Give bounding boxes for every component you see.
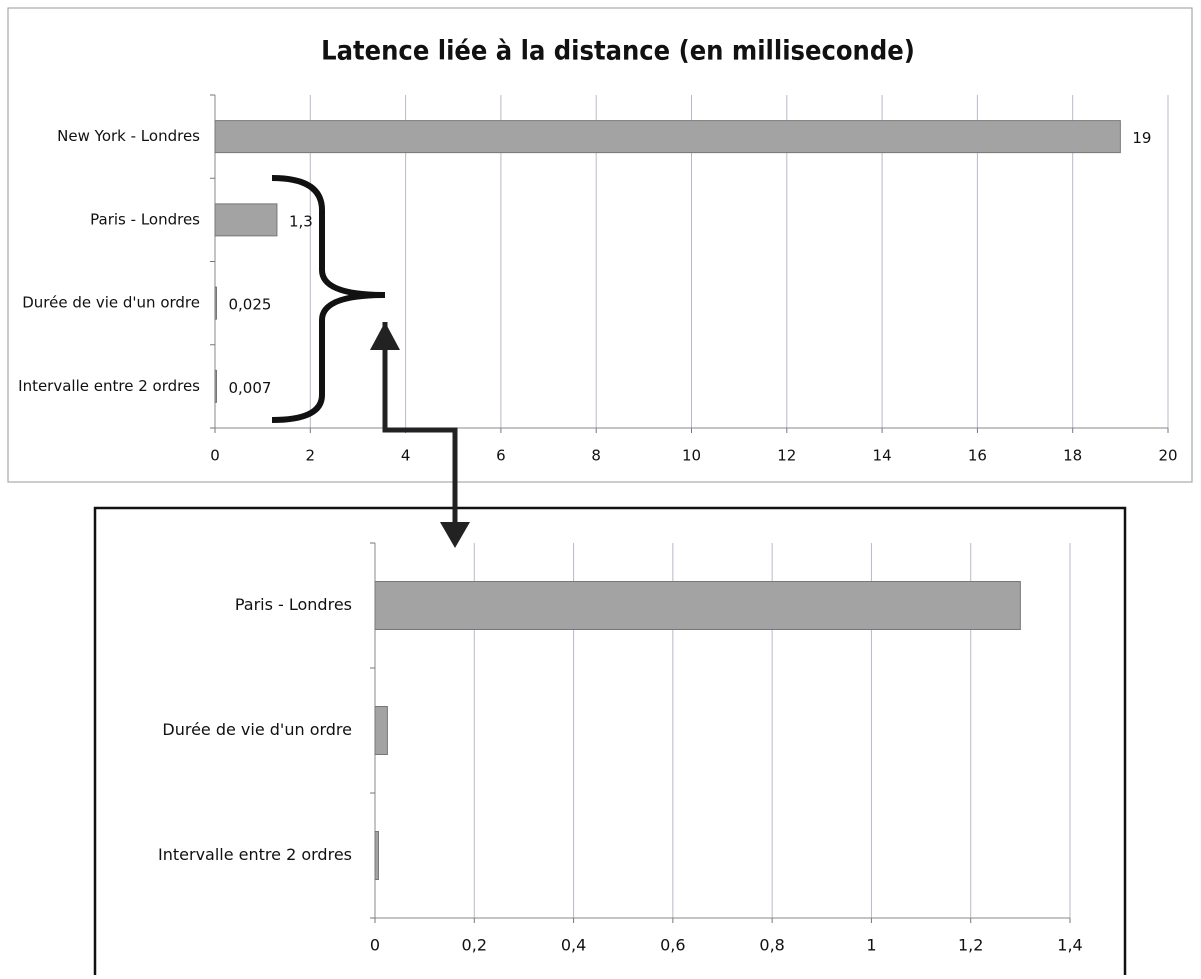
x-tick-label: 0,4 [561, 936, 586, 955]
x-tick-label: 0 [210, 447, 220, 465]
x-tick-label: 8 [591, 447, 601, 465]
x-tick-label: 20 [1158, 447, 1177, 465]
x-tick-label: 6 [496, 447, 506, 465]
x-tick-label: 0 [370, 936, 380, 955]
bar [214, 120, 1121, 154]
x-tick-label: 18 [1063, 447, 1082, 465]
x-tick-label: 4 [401, 447, 411, 465]
x-tick-label: 0,2 [462, 936, 487, 955]
y-tick-label: Durée de vie d'un ordre [22, 294, 200, 312]
x-tick-label: 0,6 [660, 936, 685, 955]
top-chart-frame [7, 7, 1193, 483]
bar [374, 706, 388, 755]
x-tick-label: 1 [866, 936, 876, 955]
chart-title: Latence liée à la distance (en milliseco… [321, 36, 915, 67]
y-tick-label: Paris - Londres [90, 210, 200, 228]
x-tick-label: 0,8 [759, 936, 784, 955]
y-tick-label: Intervalle entre 2 ordres [158, 845, 352, 864]
bar [214, 286, 217, 320]
y-tick-label: Durée de vie d'un ordre [162, 720, 352, 739]
x-tick-label: 12 [777, 447, 796, 465]
value-label: 0,025 [229, 296, 272, 314]
bar [374, 581, 1021, 630]
bar [214, 203, 278, 237]
connector-arrow [382, 322, 458, 535]
x-tick-label: 1,2 [958, 936, 983, 955]
x-tick-label: 1,4 [1057, 936, 1082, 955]
arrow-head-up [370, 322, 400, 350]
value-label: 1,3 [289, 212, 313, 230]
x-tick-label: 16 [968, 447, 987, 465]
x-tick-label: 10 [682, 447, 701, 465]
x-tick-label: 2 [306, 447, 316, 465]
x-tick-label: 14 [873, 447, 892, 465]
y-tick-label: New York - Londres [57, 127, 200, 145]
value-label: 0,007 [229, 379, 272, 397]
bar [214, 369, 217, 403]
y-tick-label: Intervalle entre 2 ordres [18, 377, 200, 395]
y-tick-label: Paris - Londres [235, 595, 352, 614]
bar [374, 831, 379, 880]
bracket [271, 175, 386, 423]
arrow-head-down [440, 522, 470, 548]
value-label: 19 [1132, 129, 1151, 147]
